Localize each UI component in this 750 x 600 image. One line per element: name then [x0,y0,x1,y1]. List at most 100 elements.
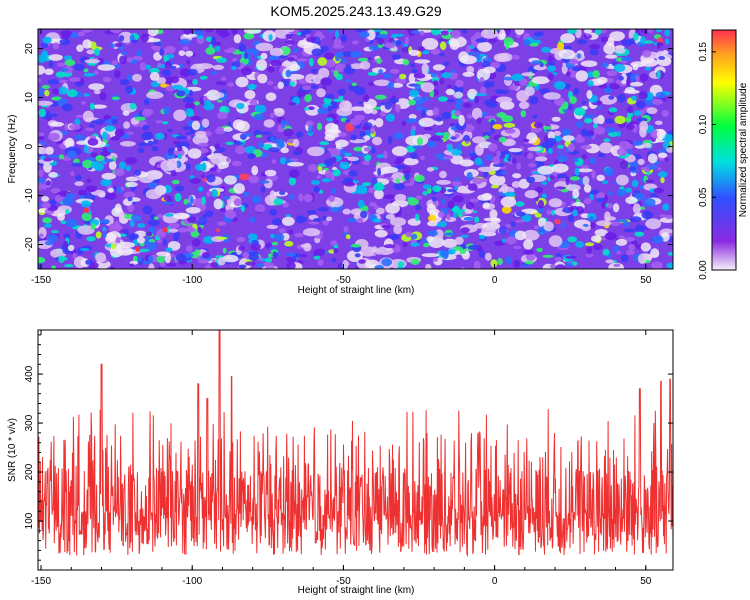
heatmap-cell [66,150,77,159]
heatmap-cell [543,221,554,232]
heatmap-cell [154,132,165,140]
heatmap-cell [380,111,386,117]
heatmap-cell [265,257,273,263]
heatmap-cell [567,214,575,223]
heatmap-cell [577,168,593,173]
heatmap-cell [406,118,418,124]
heatmap-cell [362,160,370,166]
heatmap-cell [273,198,284,206]
heatmap-cell [562,135,575,142]
heatmap-cell [257,142,265,148]
heatmap-cell [366,29,376,41]
heatmap-cell [43,223,52,228]
heatmap-cell [222,247,227,254]
heatmap-cell [479,86,487,95]
heatmap-cell [474,95,480,104]
heatmap-cell [211,70,218,75]
heatmap-cell [167,147,174,156]
heatmap-cell [141,132,154,141]
heatmap-cell [374,229,388,238]
heatmap-cell [360,210,368,219]
heatmap-cell [343,226,349,233]
heatmap-cell [502,150,510,155]
heatmap-cell [128,233,136,241]
heatmap-cell [286,261,296,269]
heatmap-cell [471,107,483,120]
heatmap-y-axis: 20 10 0 -10 -20 [24,43,673,252]
heatmap-cell [186,135,192,140]
heatmap-cell [137,256,143,263]
heatmap-cell [50,121,64,127]
heatmap-cell [629,161,639,167]
heatmap-cell [625,196,638,205]
heatmap-cell [472,136,486,144]
heatmap-cell [183,198,189,205]
heatmap-cell [463,216,474,221]
heatmap-cell [63,55,73,61]
heatmap-cell [414,59,431,64]
colorbar-label: Normalized spectral amplitude [738,82,749,217]
heatmap-cell [302,29,312,35]
heatmap-cell [594,229,608,237]
heatmap-cell [335,139,349,148]
heatmap-cell [270,233,275,239]
heatmap-cell [81,29,93,33]
heatmap-cell [164,213,174,217]
heatmap-cell [450,154,464,165]
heatmap-cell [80,200,91,208]
heatmap-cell [192,201,203,207]
heatmap-cell [472,177,483,185]
heatmap-cell [199,75,208,80]
heatmap-cell [65,218,78,228]
heatmap-cell [514,230,527,241]
heatmap-cell [94,70,99,75]
heatmap-cell [483,217,500,222]
heatmap-cell [564,262,574,266]
heatmap-cell [539,63,544,67]
heatmap-cell [613,263,621,267]
heatmap-cell [488,143,498,152]
heatmap-cell [550,209,556,216]
heatmap-cell [290,158,299,162]
heatmap-cell [86,49,95,55]
heatmap-cell [67,244,75,252]
heatmap-cell [557,150,562,155]
heatmap-cell [358,101,363,105]
heatmap-cell [454,110,462,117]
heatmap-cell [86,236,96,242]
heatmap-cell [370,126,375,134]
heatmap-cell [295,215,305,224]
heatmap-cell [526,152,534,160]
heatmap-cell [543,92,561,100]
heatmap-cell [624,87,636,93]
heatmap-cell [186,245,193,253]
heatmap-cell [117,241,135,249]
heatmap-cell [357,57,369,62]
heatmap-cell [466,52,477,56]
heatmap-cell [374,250,384,255]
heatmap-frame [37,28,674,270]
heatmap-cell [129,102,137,110]
heatmap-cell [177,153,183,160]
heatmap-cell [463,102,472,109]
heatmap-cell [410,30,422,34]
heatmap-cell [616,174,629,186]
heatmap-cell [214,92,225,98]
heatmap-cell [429,135,442,142]
snr-y-axis: 100 200 300 400 [24,334,673,561]
heatmap-cell [657,152,668,159]
heatmap-cell [313,248,326,256]
heatmap-cell [391,172,406,184]
heatmap-cell [251,165,259,176]
heatmap-cell [194,101,200,106]
heatmap-cell [331,258,337,263]
heatmap-cell [108,160,117,170]
heatmap-cell [89,102,95,111]
heatmap-cell [494,240,505,246]
heatmap-cell [601,200,606,209]
heatmap-cell [223,126,233,132]
heatmap-cell [110,266,116,269]
heatmap-cell [358,31,370,38]
snr-y-tick-label: 400 [24,365,35,382]
heatmap-cell [246,84,258,89]
